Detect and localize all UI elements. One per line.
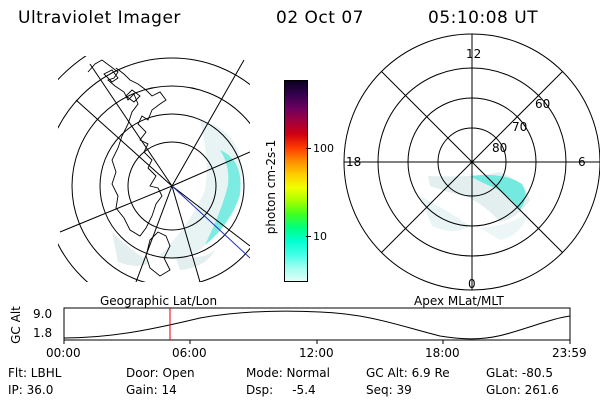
colorbar-tick-mark-100 [306, 148, 311, 149]
time-label: 05:10:08 UT [428, 8, 539, 28]
mlt-label-12: 12 [466, 47, 482, 61]
altitude-curve [63, 310, 571, 340]
altitude-xtick-1800: 18:00 [425, 346, 460, 360]
colorbar-unit-label: photon cm-2s-1 [264, 132, 278, 242]
colorbar-tick-10: 10 [313, 230, 327, 243]
info-flt: Flt: LBHL [8, 366, 62, 380]
info-ip: IP: 36.0 [8, 383, 54, 397]
colorbar [284, 80, 308, 282]
altitude-ylabel-text: GC Alt [9, 306, 23, 344]
info-gcalt: GC Alt: 6.9 Re [366, 366, 450, 380]
mlat-label-80: 80 [492, 141, 508, 155]
info-door: Door: Open [126, 366, 195, 380]
aurora-emission-apex [420, 172, 530, 240]
altitude-ytick-bottom: 1.8 [33, 326, 53, 340]
altitude-xtick-1200: 12:00 [299, 346, 334, 360]
info-seq: Seq: 39 [366, 383, 412, 397]
altitude-ylabel: GC Alt [9, 303, 23, 347]
instrument-title: Ultraviolet Imager [18, 8, 181, 28]
colorbar-tick-mark-10 [306, 236, 311, 237]
info-dsp: Dsp: -5.4 [246, 383, 316, 397]
info-mode: Mode: Normal [246, 366, 330, 380]
colorbar-tick-100: 100 [313, 142, 334, 155]
orbit-track [171, 185, 250, 259]
mlt-label-0: 0 [468, 277, 476, 291]
info-gain: Gain: 14 [126, 383, 177, 397]
aurora-emission-geo [112, 120, 242, 270]
geographic-caption: Geographic Lat/Lon [100, 294, 218, 308]
altitude-xtick-2359: 23:59 [552, 346, 587, 360]
mlt-label-6: 6 [578, 155, 586, 169]
date-label: 02 Oct 07 [276, 8, 364, 28]
apex-caption: Apex MLat/MLT [414, 294, 504, 308]
apex-polar-grid [343, 33, 600, 291]
colorbar-unit-text: photon cm-2s-1 [264, 139, 278, 235]
info-glat: GLat: -80.5 [486, 366, 553, 380]
mlt-label-18: 18 [346, 155, 362, 169]
info-glon: GLon: 261.6 [486, 383, 559, 397]
altitude-xtick-0600: 06:00 [172, 346, 207, 360]
altitude-xtick-0000: 00:00 [46, 346, 81, 360]
altitude-ytick-top: 9.0 [33, 307, 53, 321]
coastline [87, 59, 171, 277]
mlat-label-70: 70 [512, 120, 528, 134]
mlat-label-60: 60 [535, 97, 551, 111]
